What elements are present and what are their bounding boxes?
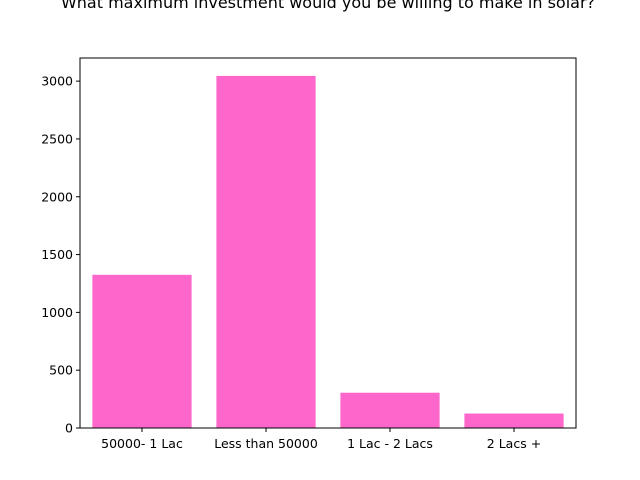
bars-layer: [92, 75, 564, 428]
y-tick-label: 2500: [41, 131, 73, 146]
x-tick-label: Less than 50000: [214, 436, 318, 451]
y-axis: 0 500 1000 1500 2000 2500 3000: [41, 74, 80, 436]
x-tick-label: 2 Lacs +: [487, 436, 541, 451]
bar: [92, 274, 192, 428]
y-tick-label: 1500: [41, 247, 73, 262]
x-tick-label: 50000- 1 Lac: [101, 436, 183, 451]
chart-title: What maximum investment would you be wil…: [61, 0, 595, 12]
x-axis: 50000- 1 Lac Less than 50000 1 Lac - 2 Lac…: [101, 428, 541, 451]
y-tick-label: 1000: [41, 305, 73, 320]
bar: [216, 75, 316, 428]
y-tick-label: 3000: [41, 74, 73, 89]
y-tick-label: 0: [65, 421, 73, 436]
bar: [340, 392, 440, 428]
bar: [464, 413, 564, 428]
y-tick-label: 500: [49, 363, 73, 378]
x-tick-label: 1 Lac - 2 Lacs: [347, 436, 433, 451]
y-tick-label: 2000: [41, 189, 73, 204]
plot-frame: [79, 57, 577, 429]
